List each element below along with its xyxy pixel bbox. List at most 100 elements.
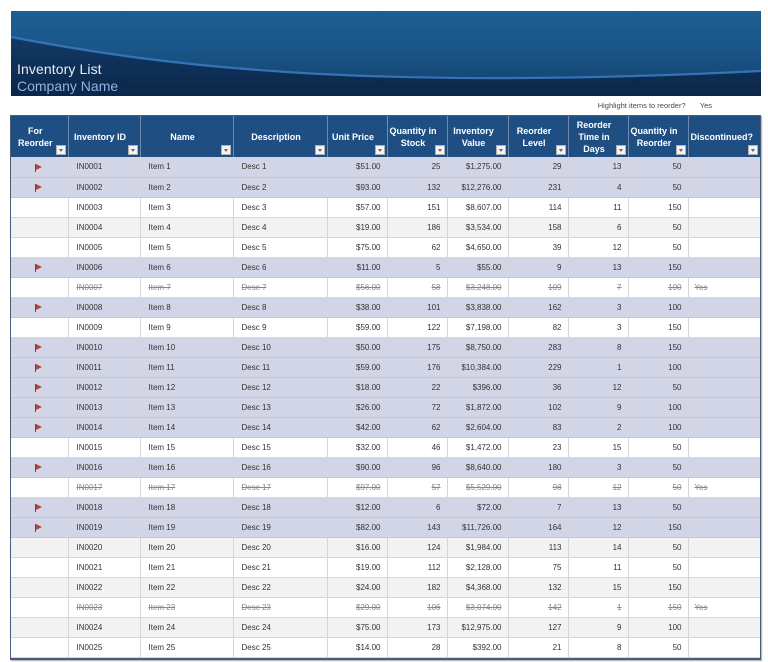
cell-level[interactable]: 102 [508,397,569,418]
cell-value[interactable]: $12,975.00 [447,617,509,638]
table-row[interactable]: IN0019 Item 19 Desc 19 $82.00 143 $11,726.00 1… [11,517,760,538]
cell-reorder-qty[interactable]: 150 [628,317,689,338]
table-row[interactable]: IN0004 Item 4 Desc 4 $19.00 186 $3,534.00 158 6… [11,217,760,238]
cell-value[interactable]: $3,838.00 [447,297,509,318]
cell-qty[interactable]: 62 [387,237,448,258]
cell-value[interactable]: $5,529.00 [447,477,509,498]
cell-name[interactable]: Item 9 [140,317,234,338]
column-header-price[interactable]: Unit Price [327,116,388,157]
cell-desc[interactable]: Desc 6 [233,257,328,278]
cell-price[interactable]: $26.00 [327,397,388,418]
cell-desc[interactable]: Desc 22 [233,577,328,598]
cell-for-reorder[interactable] [11,577,69,598]
cell-qty[interactable]: 57 [387,477,448,498]
cell-price[interactable]: $59.00 [327,317,388,338]
table-row[interactable]: IN0006 Item 6 Desc 6 $11.00 5 $55.00 9 13 150 [11,257,760,278]
cell-reorder-qty[interactable]: 50 [628,377,689,398]
cell-disc[interactable] [688,237,760,258]
cell-price[interactable]: $93.00 [327,177,388,198]
cell-desc[interactable]: Desc 13 [233,397,328,418]
cell-price[interactable]: $97.00 [327,477,388,498]
cell-disc[interactable] [688,397,760,418]
cell-qty[interactable]: 5 [387,257,448,278]
cell-qty[interactable]: 132 [387,177,448,198]
cell-id[interactable]: IN0025 [68,637,141,658]
cell-days[interactable]: 3 [568,297,629,318]
cell-days[interactable]: 3 [568,317,629,338]
cell-id[interactable]: IN0002 [68,177,141,198]
cell-reorder-qty[interactable]: 50 [628,497,689,518]
filter-dropdown-button[interactable] [615,145,626,155]
cell-qty[interactable]: 62 [387,417,448,438]
cell-for-reorder[interactable] [11,637,69,658]
cell-disc[interactable] [688,297,760,318]
table-row[interactable]: IN0022 Item 22 Desc 22 $24.00 182 $4,368.00 13… [11,577,760,598]
cell-id[interactable]: IN0015 [68,437,141,458]
cell-level[interactable]: 162 [508,297,569,318]
cell-disc[interactable]: Yes [688,277,760,298]
column-header-level[interactable]: Reorder Level [508,116,569,157]
table-row[interactable]: IN0021 Item 21 Desc 21 $19.00 112 $2,128.00 75… [11,557,760,578]
cell-level[interactable]: 82 [508,317,569,338]
cell-name[interactable]: Item 22 [140,577,234,598]
cell-disc[interactable] [688,377,760,398]
cell-price[interactable]: $59.00 [327,357,388,378]
cell-level[interactable]: 21 [508,637,569,658]
table-row[interactable]: IN0024 Item 24 Desc 24 $75.00 173 $12,975.00 1… [11,617,760,638]
cell-desc[interactable]: Desc 16 [233,457,328,478]
cell-level[interactable]: 36 [508,377,569,398]
cell-qty[interactable]: 25 [387,157,448,178]
cell-days[interactable]: 6 [568,217,629,238]
cell-qty[interactable]: 101 [387,297,448,318]
cell-qty[interactable]: 122 [387,317,448,338]
cell-days[interactable]: 1 [568,357,629,378]
cell-desc[interactable]: Desc 14 [233,417,328,438]
table-row[interactable]: IN0012 Item 12 Desc 12 $18.00 22 $396.00 36 12 5… [11,377,760,398]
cell-level[interactable]: 231 [508,177,569,198]
cell-price[interactable]: $38.00 [327,297,388,318]
cell-level[interactable]: 83 [508,417,569,438]
cell-disc[interactable] [688,417,760,438]
cell-price[interactable]: $24.00 [327,577,388,598]
cell-disc[interactable] [688,217,760,238]
table-row[interactable]: IN0003 Item 3 Desc 3 $57.00 151 $8,607.00 114 1… [11,197,760,218]
cell-id[interactable]: IN0023 [68,597,141,618]
cell-reorder-qty[interactable]: 50 [628,557,689,578]
cell-desc[interactable]: Desc 3 [233,197,328,218]
cell-level[interactable]: 127 [508,617,569,638]
cell-level[interactable]: 229 [508,357,569,378]
cell-desc[interactable]: Desc 7 [233,277,328,298]
cell-level[interactable]: 158 [508,217,569,238]
cell-price[interactable]: $56.00 [327,277,388,298]
cell-value[interactable]: $1,872.00 [447,397,509,418]
cell-reorder-qty[interactable]: 150 [628,337,689,358]
highlight-value-cell[interactable]: Yes [699,101,712,110]
column-header-value[interactable]: Inventory Value [447,116,509,157]
cell-name[interactable]: Item 2 [140,177,234,198]
cell-desc[interactable]: Desc 8 [233,297,328,318]
cell-value[interactable]: $8,640.00 [447,457,509,478]
cell-disc[interactable] [688,637,760,658]
cell-name[interactable]: Item 14 [140,417,234,438]
cell-id[interactable]: IN0012 [68,377,141,398]
column-header-desc[interactable]: Description [233,116,328,157]
cell-for-reorder[interactable] [11,617,69,638]
filter-dropdown-button[interactable] [55,145,66,155]
cell-value[interactable]: $10,384.00 [447,357,509,378]
cell-days[interactable]: 9 [568,397,629,418]
cell-value[interactable]: $55.00 [447,257,509,278]
cell-disc[interactable] [688,357,760,378]
cell-id[interactable]: IN0007 [68,277,141,298]
table-row[interactable]: IN0013 Item 13 Desc 13 $26.00 72 $1,872.00 102… [11,397,760,418]
cell-for-reorder[interactable] [11,277,69,298]
filter-dropdown-button[interactable] [434,145,445,155]
cell-name[interactable]: Item 5 [140,237,234,258]
cell-for-reorder[interactable] [11,497,69,518]
cell-name[interactable]: Item 23 [140,597,234,618]
cell-price[interactable]: $29.00 [327,597,388,618]
table-row[interactable]: IN0017 Item 17 Desc 17 $97.00 57 $5,529.00 98 1… [11,477,760,498]
cell-disc[interactable]: Yes [688,477,760,498]
cell-id[interactable]: IN0008 [68,297,141,318]
cell-name[interactable]: Item 20 [140,537,234,558]
cell-days[interactable]: 1 [568,597,629,618]
